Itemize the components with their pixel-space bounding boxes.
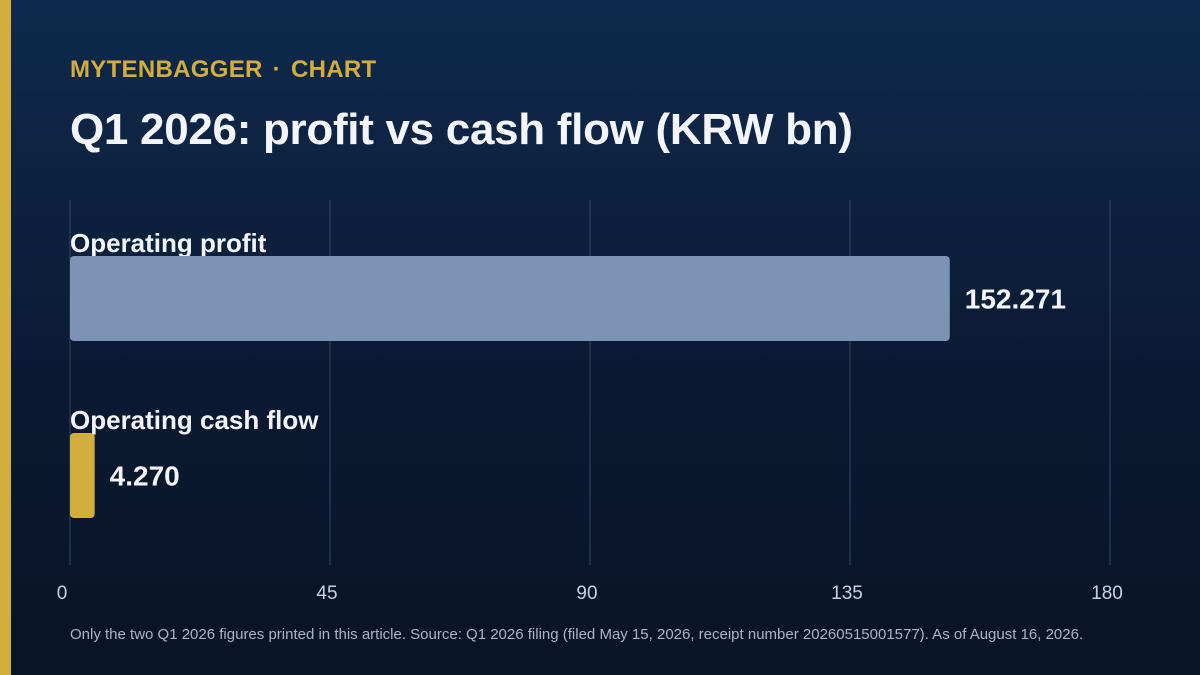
category-label: Operating cash flow	[70, 405, 319, 435]
chart-title: Q1 2026: profit vs cash flow (KRW bn)	[70, 105, 853, 154]
brand-eyebrow: MYTENBAGGER · CHART	[70, 56, 376, 84]
x-tick-label: 90	[576, 583, 597, 604]
brand-name: MYTENBAGGER	[70, 56, 263, 83]
bar	[70, 433, 95, 518]
source-footnote: Only the two Q1 2026 figures printed in …	[70, 626, 1084, 643]
brand-separator: ·	[272, 56, 281, 83]
brand-section: CHART	[290, 56, 377, 83]
accent-strip	[0, 0, 11, 675]
category-label: Operating profit	[70, 228, 267, 258]
x-axis-ticks: 0 45 90 135 180	[57, 583, 1123, 604]
x-tick-label: 180	[1091, 583, 1123, 604]
bars: Operating profit 152.271 Operating cash fl…	[70, 228, 1066, 518]
x-tick-label: 0	[57, 583, 68, 604]
x-tick-label: 45	[316, 583, 337, 604]
bar	[70, 256, 950, 341]
value-label: 4.270	[110, 461, 180, 492]
x-tick-label: 135	[831, 583, 863, 604]
value-label: 152.271	[965, 284, 1066, 315]
